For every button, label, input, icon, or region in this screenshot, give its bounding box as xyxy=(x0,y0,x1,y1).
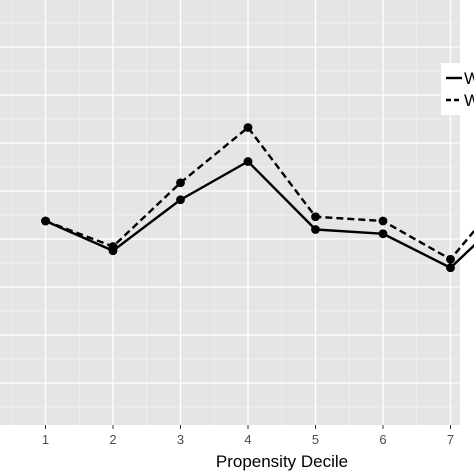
legend-label-dashed: W xyxy=(464,91,474,110)
data-point-solid xyxy=(243,157,253,166)
data-point-dashed xyxy=(311,212,320,222)
legend-label-solid: W xyxy=(464,69,474,88)
major-x-gridlines xyxy=(44,0,452,425)
x-tick-label: 3 xyxy=(177,432,184,447)
legend-box xyxy=(441,63,474,115)
data-point-solid xyxy=(176,195,185,205)
x-tick-label: 6 xyxy=(379,432,386,447)
data-point-solid xyxy=(446,263,455,273)
data-point-dashed xyxy=(446,254,455,264)
x-tick-label: 5 xyxy=(312,432,319,447)
x-tick-label: 1 xyxy=(42,432,49,447)
legend: W W xyxy=(441,63,474,115)
x-axis-ticks: 12345678 xyxy=(42,425,454,447)
data-point-dashed xyxy=(108,242,118,251)
x-axis-title: Propensity Decile xyxy=(216,452,348,471)
data-point-dashed xyxy=(41,216,50,226)
x-tick-label: 4 xyxy=(244,432,251,447)
data-point-solid xyxy=(378,229,388,239)
plot-panel xyxy=(0,0,460,425)
data-point-dashed xyxy=(243,123,253,132)
data-point-dashed xyxy=(378,216,388,226)
x-tick-label: 2 xyxy=(109,432,116,447)
x-tick-label: 7 xyxy=(447,432,454,447)
data-point-solid xyxy=(311,225,320,234)
data-point-dashed xyxy=(176,178,185,188)
major-y-gridlines xyxy=(0,46,460,384)
series-layer xyxy=(41,123,474,273)
